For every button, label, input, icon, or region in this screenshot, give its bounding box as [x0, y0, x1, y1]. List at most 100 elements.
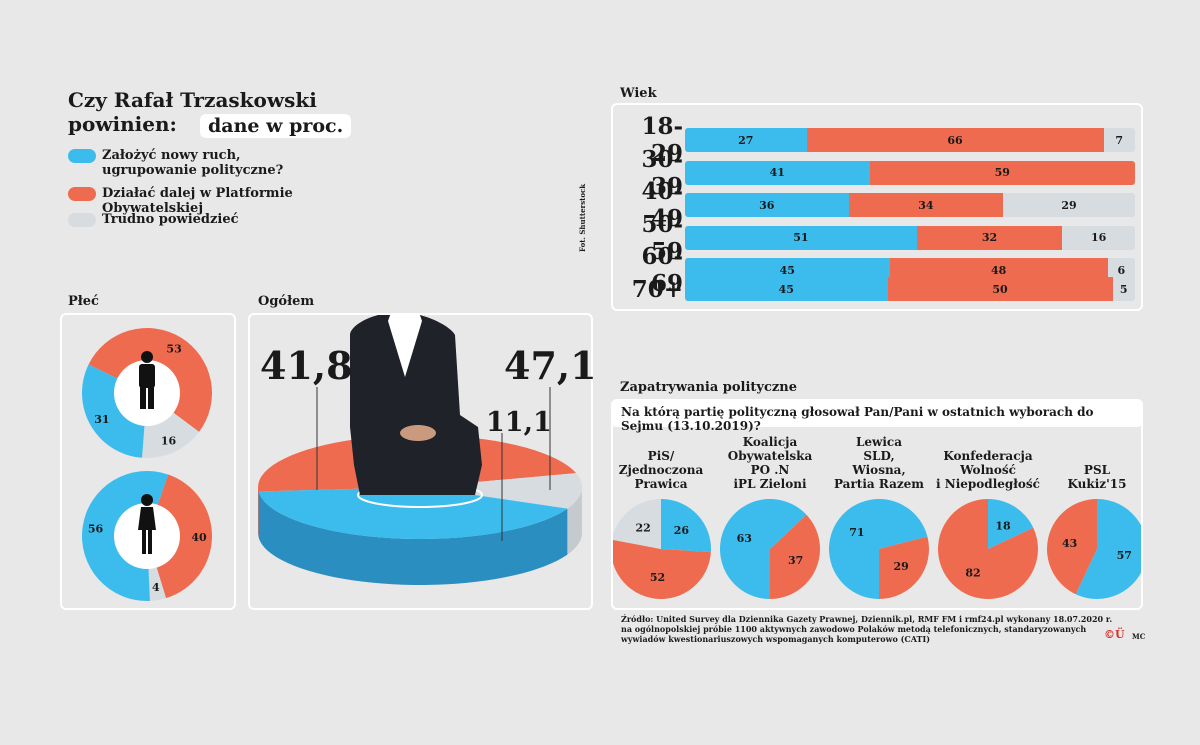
question-text: Na którą partię polityczną głosował Pan/… — [611, 399, 1143, 433]
donut-value-label: 56 — [88, 523, 104, 536]
age-bar-segment: 34 — [848, 193, 1004, 217]
overall-value-blue: 41,8 — [260, 343, 353, 388]
legend-item-stay-po: Działać dalej w Platformie Obywatelskiej — [68, 186, 368, 216]
pie-top-slice — [420, 473, 582, 509]
gender-panel: 53 16 31 40 4 56 — [60, 313, 236, 610]
party-pie-slice — [613, 539, 711, 599]
party-label: Lewica SLD, Wiosna, Partia Razem — [819, 435, 939, 491]
party-pie-slice — [770, 514, 820, 599]
chart-title: Czy Rafał Trzaskowski powinien: — [68, 88, 317, 136]
age-label: 70+ — [631, 275, 683, 303]
section-label-zapatrywania: Zapatrywania polityczne — [620, 380, 798, 395]
party-pie-value: 71 — [849, 526, 864, 539]
party-label-line: PiS/ — [647, 449, 675, 463]
party-label: PSL Kukiz'15 — [1037, 463, 1157, 491]
party-label: Konfederacja Wolność i Niepodległość — [928, 449, 1048, 491]
age-bar: 41 59 — [685, 160, 1135, 185]
pie-side — [258, 491, 568, 585]
party-pies-svg: 26 52 22 63 37 71 29 18 82 57 43 — [613, 499, 1141, 599]
donut-value-label: 16 — [161, 434, 177, 447]
legend-swatch-blue — [68, 149, 96, 163]
party-pies: 26 52 22 63 37 71 29 18 82 57 43 — [613, 499, 1141, 599]
party-label-line: Lewica — [855, 435, 903, 449]
party-label-line: Wolność — [960, 463, 1016, 477]
party-label-line: iPL Zieloni — [733, 477, 807, 491]
party-pie-slice — [879, 536, 929, 599]
age-bar: 45 50 5 — [685, 277, 1135, 301]
overall-value-gray: 11,1 — [486, 407, 552, 438]
party-pie-slice — [829, 499, 928, 599]
legend-label: Założyć nowy ruch, ugrupowanie polityczn… — [102, 148, 284, 178]
age-row: 18-29 27 66 7 — [613, 113, 1135, 167]
legend-label: Działać dalej w Platformie Obywatelskiej — [102, 186, 293, 216]
overall-panel: 41,8 47,1 11,1 — [248, 313, 597, 610]
age-panel: 18-29 27 66 7 30-39 41 59 40-49 36 34 29 50-59 51 32 1… — [611, 103, 1143, 311]
age-bar-segment: 7 — [1103, 128, 1135, 152]
party-label: Koalicja Obywatelska PO .N iPL Zieloni — [710, 435, 830, 491]
age-bar-segment: 27 — [685, 128, 807, 152]
age-bar-segment: 36 — [685, 193, 849, 217]
party-pie-value: 37 — [788, 554, 803, 567]
donut-value-label: 53 — [166, 343, 181, 356]
age-row: 40-49 36 34 29 — [613, 178, 1135, 232]
age-bar-segment: 29 — [1003, 193, 1135, 217]
party-pie-value: 52 — [650, 571, 665, 584]
age-bar-segment: 45 — [685, 277, 888, 301]
pie-side — [567, 484, 582, 555]
party-pie-slice — [1075, 499, 1141, 599]
age-label: 50-59 — [641, 210, 683, 265]
age-bar: 27 66 7 — [685, 128, 1135, 152]
age-bar: 36 34 29 — [685, 193, 1135, 217]
party-pie-slice — [720, 499, 807, 599]
overall-3d-pie — [258, 435, 582, 585]
age-bar: 51 32 16 — [685, 225, 1135, 250]
source-line-2: na ogólnopolskiej próbie 1100 aktywnych … — [621, 624, 1087, 634]
age-label: 40-49 — [641, 178, 683, 232]
age-row: 30-39 41 59 — [613, 146, 1135, 200]
legend-swatch-orange — [68, 187, 96, 201]
publisher-logo: ©Ü — [1104, 628, 1125, 641]
man-silhouette-icon — [139, 351, 155, 409]
party-pie-value: 26 — [674, 524, 690, 537]
source-line-1: Źródło: United Survey dla Dziennika Gaze… — [621, 614, 1113, 624]
donut-center — [114, 360, 180, 426]
party-pie-value: 29 — [893, 560, 908, 573]
title-line-2: powinien: — [68, 112, 177, 136]
donut-women: 40 4 56 — [82, 471, 213, 601]
pie-side — [258, 487, 259, 538]
party-pie-value: 57 — [1117, 549, 1132, 562]
party-pie-value: 63 — [737, 532, 752, 545]
party-label-line: Obywatelska — [727, 449, 813, 463]
age-bar-segment: 5 — [1112, 277, 1135, 301]
donut-value-label: 4 — [152, 581, 160, 594]
unit-label: dane w proc. — [200, 114, 352, 138]
party-label-line: i Niepodległość — [936, 477, 1040, 491]
politics-panel: Na którą partię polityczną głosował Pan/… — [611, 399, 1143, 610]
title-line-1: Czy Rafał Trzaskowski — [68, 88, 317, 112]
party-pie-value: 43 — [1062, 537, 1077, 550]
party-label-line: Kukiz'15 — [1067, 477, 1127, 491]
age-label: 18-29 — [641, 113, 683, 167]
donut-center — [114, 503, 180, 569]
legend-item-hard-to-say: Trudno powiedzieć — [68, 212, 328, 227]
party-label-line: Zjednoczona — [618, 463, 704, 477]
party-pie-slice — [938, 499, 1038, 599]
pie-top-slice — [258, 487, 568, 539]
donut-value-label: 31 — [94, 413, 109, 426]
author-initials: MC — [1132, 632, 1146, 641]
photo-credit: Fot. Shutterstock — [578, 183, 587, 252]
age-row: 70+ 45 50 5 — [613, 276, 1135, 303]
party-pie-slice — [613, 499, 661, 549]
party-label-line: SLD, — [863, 449, 895, 463]
party-label-line: Wiosna, — [852, 463, 906, 477]
party-pie-value: 22 — [635, 521, 650, 534]
gender-donuts-svg: 53 16 31 40 4 56 — [82, 327, 213, 601]
party-label: PiS/Zjednoczona Prawica — [601, 449, 721, 491]
party-label-line: Konfederacja — [943, 449, 1033, 463]
section-label-wiek: Wiek — [620, 86, 657, 101]
party-label-line: Koalicja — [742, 435, 798, 449]
age-bar-segment: 32 — [916, 225, 1063, 250]
section-label-plec: Płeć — [68, 294, 99, 309]
party-label-line: Prawica — [634, 477, 688, 491]
party-label-line: PSL — [1083, 463, 1111, 477]
